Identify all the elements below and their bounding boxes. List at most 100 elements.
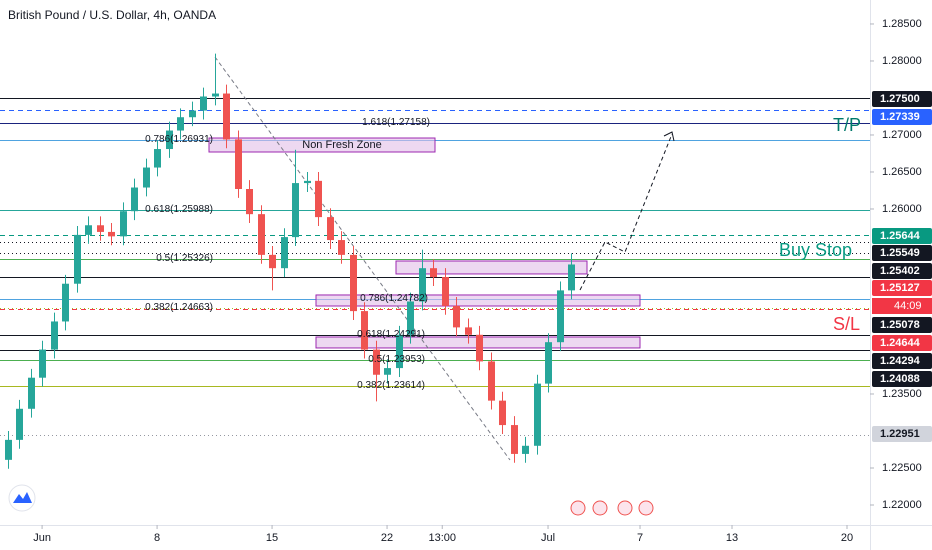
- projection-path: [579, 133, 673, 291]
- candle-body: [315, 180, 322, 218]
- candle-body: [39, 349, 46, 378]
- x-tick-label: 13:00: [428, 532, 456, 544]
- zone: [208, 137, 436, 153]
- price-tag: 1.24644: [872, 335, 932, 351]
- candle-body: [120, 211, 127, 237]
- price-tag-label: 1.25549: [880, 247, 920, 259]
- price-tag-label: 1.25644: [880, 230, 921, 242]
- price-tag: 1.24294: [872, 353, 932, 369]
- price-tag-box: [872, 335, 932, 351]
- logo-mark: [13, 492, 32, 503]
- candle-body: [465, 327, 472, 335]
- candle-body: [200, 96, 207, 111]
- price-tag: 1.22951: [872, 426, 932, 442]
- price-tag: 1.27500: [872, 91, 932, 107]
- zone: [395, 260, 588, 275]
- y-tick-label: 1.26000: [882, 203, 922, 215]
- candle-body: [235, 139, 242, 190]
- x-tick-label: 13: [726, 532, 738, 544]
- candle-body: [522, 445, 529, 454]
- countdown: 44:09: [894, 300, 922, 312]
- fib-label: 1.618(1.27158): [362, 117, 430, 128]
- price-tag-box: [872, 228, 932, 244]
- candle-body: [223, 93, 230, 140]
- price-tag-box: [872, 371, 932, 387]
- candle-body: [189, 110, 196, 118]
- y-tick-label: 1.26500: [882, 166, 922, 178]
- fib-label: 0.5(1.23953): [368, 354, 425, 365]
- candle-body: [350, 254, 357, 312]
- price-tag: 1.25078: [872, 317, 932, 333]
- candle-body: [212, 93, 219, 97]
- y-tick-label: 1.27000: [882, 129, 922, 141]
- candle-body: [97, 225, 104, 232]
- candles: [5, 53, 575, 469]
- x-tick-label: 15: [266, 532, 278, 544]
- candle-body: [476, 334, 483, 362]
- price-tag: 1.25127 44:09: [872, 280, 932, 314]
- price-tag: 1.25402: [872, 263, 932, 279]
- price-tag-label: 1.27339: [880, 111, 920, 123]
- candle-body: [545, 342, 552, 384]
- zone: [315, 294, 641, 307]
- candle-body: [154, 149, 161, 168]
- trend-line: [214, 56, 511, 461]
- price-tag-label: 1.24644: [880, 337, 921, 349]
- projection-arrow: [663, 131, 675, 142]
- candle-body: [258, 214, 265, 255]
- y-tick-label: 1.22000: [882, 499, 922, 511]
- candle-body: [28, 377, 35, 409]
- price-tag-box: [872, 91, 932, 107]
- candle-body: [51, 321, 58, 350]
- candle-body: [442, 277, 449, 306]
- candle-body: [108, 231, 115, 237]
- price-tag-label: 1.25127: [880, 282, 920, 294]
- candle-body: [74, 234, 81, 284]
- candle-body: [166, 130, 173, 150]
- candle-body: [534, 383, 541, 446]
- event-icon: [570, 500, 586, 516]
- event-icon: [617, 500, 633, 516]
- x-tick-label: 8: [154, 532, 160, 544]
- x-tick-label: 22: [381, 532, 393, 544]
- candle-body: [419, 268, 426, 302]
- chart-title: British Pound / U.S. Dollar, 4h, OANDA: [8, 8, 216, 22]
- event-icons: [570, 500, 654, 516]
- candle-body: [62, 283, 69, 322]
- candle-body: [5, 439, 12, 460]
- candle-body: [453, 305, 460, 328]
- candle-body: [499, 400, 506, 426]
- candle-body: [131, 187, 138, 212]
- candle-body: [16, 408, 23, 440]
- price-tag-box: [872, 109, 932, 125]
- candle-body: [304, 180, 311, 184]
- fib-label: 0.382(1.24663): [145, 302, 213, 313]
- levels: [0, 98, 870, 436]
- candle-body: [407, 301, 414, 335]
- y-tick-label: 1.23500: [882, 388, 922, 400]
- y-tick-label: 1.28500: [882, 18, 922, 30]
- price-tag-label: 1.25402: [880, 265, 920, 277]
- x-tick-label: Jun: [33, 532, 51, 544]
- x-tick-label: 7: [637, 532, 643, 544]
- event-icon: [592, 500, 608, 516]
- countdown-box: [872, 298, 932, 314]
- price-tag-box: [872, 280, 932, 296]
- annotation: T/P: [833, 115, 861, 135]
- price-tag-box: [872, 245, 932, 261]
- price-tag-box: [872, 353, 932, 369]
- x-tick-label: Jul: [541, 532, 555, 544]
- fib-label: 0.618(1.25988): [145, 204, 213, 215]
- candle-body: [568, 264, 575, 291]
- candle-body: [143, 167, 150, 188]
- candle-body: [177, 117, 184, 131]
- fib-label: 0.5(1.25326): [156, 253, 213, 264]
- candle-body: [338, 240, 345, 255]
- y-tick-label: 1.22500: [882, 462, 922, 474]
- annotation: Buy Stop: [779, 240, 852, 260]
- candle-body: [384, 368, 391, 375]
- zone-label: Non Fresh Zone: [302, 139, 381, 151]
- candle-body: [396, 334, 403, 369]
